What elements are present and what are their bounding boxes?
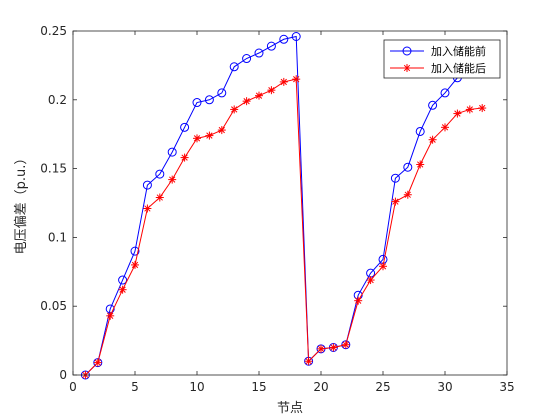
data-point-asterisk [168,175,177,184]
data-point-asterisk [131,260,139,269]
data-point-asterisk [155,193,164,202]
axes-layer [72,30,508,376]
data-point-circle [440,88,450,98]
x-tick-label: 5 [131,380,139,394]
data-point-circle [403,162,413,172]
data-point-asterisk [267,86,276,95]
data-point-circle [415,126,425,136]
data-point-circle [428,100,438,110]
data-point-circle [155,169,165,179]
legend-item-before: 加入储能前 [390,44,486,58]
data-point-asterisk [93,358,102,367]
series-after [81,75,487,379]
data-point-circle [167,147,177,157]
data-point-circle [390,173,400,183]
legend-item-after: 加入储能后 [390,61,486,75]
y-tick-label: 0.25 [40,24,67,38]
y-tick-label: 0.15 [40,162,67,176]
data-point-asterisk [329,343,338,352]
data-point-asterisk [205,131,214,140]
plot-area [73,31,507,375]
data-point-circle [229,62,239,72]
data-point-asterisk [106,311,115,320]
data-point-asterisk [292,75,301,84]
x-tick-label: 30 [437,380,452,394]
axes-box [72,30,508,376]
data-point-asterisk [453,109,462,118]
data-point-asterisk [242,97,251,106]
x-tick-label: 15 [251,380,266,394]
x-tick-label: 20 [313,380,328,394]
data-point-asterisk [416,160,425,169]
data-point-asterisk [118,285,127,294]
data-point-circle [130,246,140,256]
data-point-circle [142,180,152,190]
legend-marker-circle-icon [402,46,412,56]
data-point-asterisk [255,91,263,100]
x-tick-label: 25 [375,380,390,394]
data-point-circle [192,98,202,108]
data-point-asterisk [193,134,201,143]
data-point-asterisk [230,105,239,114]
data-point-asterisk [304,357,313,366]
data-point-circle [279,34,289,44]
series-before [80,32,487,380]
data-point-circle [180,122,190,132]
x-axis-title: 节点 [277,401,303,416]
data-point-asterisk [441,123,449,132]
y-tick-label: 0.05 [40,299,67,313]
data-point-circle [291,32,301,42]
legend-box [383,39,501,79]
y-tick-label: 0.1 [48,230,67,244]
legend-marker-asterisk-icon [403,64,411,72]
data-point-asterisk [366,276,375,285]
tick-layer: 0 5 10 15 20 25 30 35 0 0.05 0.1 0.15 0.2 0.25 [40,24,514,394]
y-tick-label: 0.2 [48,93,67,107]
legend-label-before: 加入储能前 [431,44,486,58]
x-tick-label: 0 [69,380,77,394]
data-point-asterisk [428,135,437,144]
data-point-asterisk [180,153,189,162]
data-point-asterisk [279,77,288,86]
data-point-asterisk [317,344,325,353]
data-point-circle [266,41,276,51]
legend-label-after: 加入储能后 [431,61,486,75]
x-tick-label: 10 [189,380,204,394]
data-point-asterisk [391,197,400,206]
data-point-asterisk [341,340,350,349]
data-point-circle [118,275,128,285]
data-point-asterisk [478,104,487,113]
y-tick-label: 0 [59,368,67,382]
data-point-asterisk [354,296,363,305]
data-point-asterisk [217,126,226,135]
data-point-asterisk [379,262,387,271]
legend: 加入储能前 加入储能后 [383,39,501,79]
data-point-circle [217,88,227,98]
data-point-asterisk [143,204,152,213]
series-line [85,35,483,376]
data-point-asterisk [403,190,412,199]
series-layer [80,32,487,380]
data-point-circle [254,48,264,58]
data-point-circle [204,95,214,105]
data-point-asterisk [465,105,474,114]
data-point-circle [242,54,252,64]
y-axis-title: 电压偏差（p.u.） [14,152,29,255]
x-tick-label: 35 [499,380,514,394]
